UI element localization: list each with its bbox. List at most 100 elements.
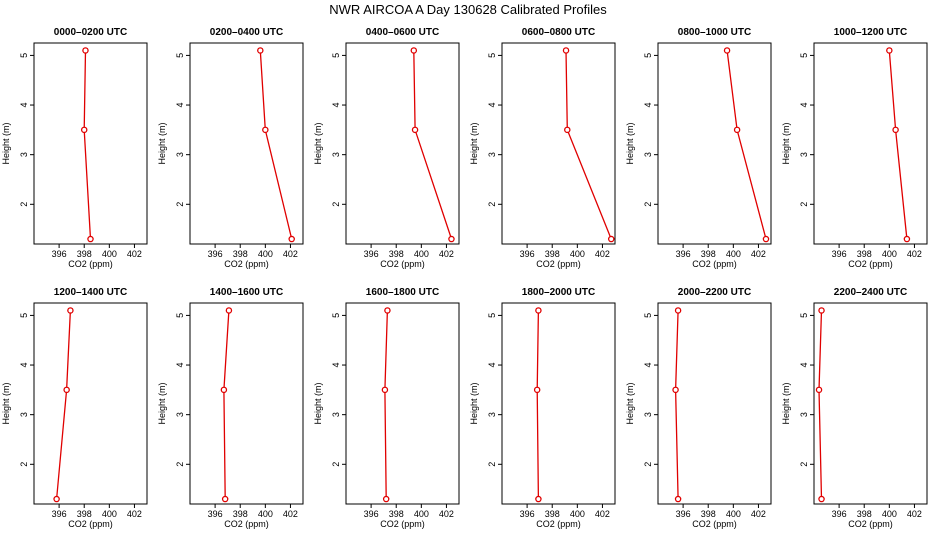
- x-tick-label: 402: [595, 509, 610, 519]
- y-tick-label: 5: [175, 313, 185, 318]
- data-point: [80, 126, 88, 134]
- y-tick-label: 5: [19, 53, 29, 58]
- y-tick-label: 3: [487, 152, 497, 157]
- series-line: [413, 50, 453, 240]
- figure-title: NWR AIRCOA A Day 130628 Calibrated Profi…: [329, 2, 607, 17]
- y-axis-label: Height (m): [1, 382, 11, 424]
- x-axis-label: CO2 (ppm): [536, 519, 581, 529]
- x-tick-label: 402: [127, 509, 142, 519]
- plot-frame: [813, 42, 928, 245]
- data-point: [733, 126, 741, 134]
- plot-frame: [33, 302, 148, 505]
- panel-title: 0200–0400 UTC: [210, 27, 283, 38]
- panel-1: 0000–0200 UTC 396 398 400 402 2 3 4 5 CO2 (ppm) He…: [1, 27, 148, 269]
- data-point: [288, 235, 295, 243]
- panel-title: 1200–1400 UTC: [54, 287, 127, 298]
- y-tick-label: 4: [19, 103, 29, 108]
- x-tick-label: 396: [208, 249, 223, 259]
- y-axis-label: Height (m): [469, 122, 479, 164]
- series-line: [726, 50, 767, 240]
- x-tick-label: 398: [857, 509, 872, 519]
- plot-frame: [501, 302, 616, 505]
- panel-title: 2000–2200 UTC: [678, 287, 751, 298]
- x-tick-label: 400: [726, 249, 741, 259]
- x-tick-label: 398: [389, 249, 404, 259]
- y-tick-label: 4: [175, 363, 185, 368]
- data-point: [607, 235, 615, 243]
- series-line: [565, 50, 612, 240]
- y-tick-label: 4: [643, 363, 653, 368]
- data-point: [67, 307, 74, 314]
- y-axis-label: Height (m): [469, 382, 479, 424]
- panel-9: 1600–1800 UTC 396 398 400 402 2 3 4 5 CO2 (ppm) He…: [313, 287, 460, 529]
- series-line: [384, 310, 389, 500]
- x-axis-label: CO2 (ppm): [692, 259, 737, 269]
- y-tick-label: 4: [19, 363, 29, 368]
- series-line: [55, 310, 72, 500]
- x-tick-label: 400: [102, 509, 117, 519]
- data-point: [535, 307, 542, 314]
- y-tick-label: 2: [175, 462, 185, 467]
- x-tick-label: 400: [570, 509, 585, 519]
- x-tick-label: 398: [77, 249, 92, 259]
- data-point: [384, 307, 391, 314]
- y-tick-label: 3: [19, 412, 29, 417]
- x-axis-label: CO2 (ppm): [68, 259, 113, 269]
- y-tick-label: 5: [331, 53, 341, 58]
- y-tick-label: 2: [643, 462, 653, 467]
- y-tick-label: 4: [175, 103, 185, 108]
- x-tick-label: 396: [52, 509, 67, 519]
- y-tick-label: 2: [643, 202, 653, 207]
- x-tick-label: 400: [882, 249, 897, 259]
- panel-title: 0600–0800 UTC: [522, 27, 595, 38]
- y-tick-label: 3: [175, 412, 185, 417]
- x-axis-label: CO2 (ppm): [224, 259, 269, 269]
- panel-7: 1200–1400 UTC 396 398 400 402 2 3 4 5 CO2 (ppm) He…: [1, 287, 148, 529]
- data-point: [815, 386, 823, 394]
- x-tick-label: 396: [364, 249, 379, 259]
- y-tick-label: 3: [799, 152, 809, 157]
- x-tick-label: 400: [570, 249, 585, 259]
- plot-frame: [345, 42, 460, 245]
- y-tick-label: 3: [175, 152, 185, 157]
- x-tick-label: 396: [676, 249, 691, 259]
- x-tick-label: 396: [832, 509, 847, 519]
- x-tick-label: 400: [414, 249, 429, 259]
- plot-frame: [189, 42, 304, 245]
- y-tick-label: 3: [331, 412, 341, 417]
- panel-title: 1600–1800 UTC: [366, 287, 439, 298]
- data-point: [82, 47, 89, 54]
- y-tick-label: 4: [799, 363, 809, 368]
- y-tick-label: 2: [487, 202, 497, 207]
- x-tick-label: 398: [389, 509, 404, 519]
- x-tick-label: 398: [545, 509, 560, 519]
- x-axis-label: CO2 (ppm): [692, 519, 737, 529]
- data-point: [818, 495, 825, 503]
- x-axis-label: CO2 (ppm): [380, 259, 425, 269]
- x-tick-label: 400: [258, 509, 273, 519]
- y-axis-label: Height (m): [625, 122, 635, 164]
- panel-3: 0400–0600 UTC 396 398 400 402 2 3 4 5 CO2 (ppm) He…: [313, 27, 460, 269]
- panel-4: 0600–0800 UTC 396 398 400 402 2 3 4 5 CO2 (ppm) He…: [469, 27, 616, 269]
- data-point: [886, 47, 893, 54]
- x-tick-label: 402: [751, 249, 766, 259]
- series-line: [83, 50, 92, 240]
- y-tick-label: 3: [19, 152, 29, 157]
- x-tick-label: 396: [520, 509, 535, 519]
- panel-12: 2200–2400 UTC 396 398 400 402 2 3 4 5 CO2 (ppm) He…: [781, 287, 928, 529]
- plot-frame: [813, 302, 928, 505]
- x-tick-label: 398: [701, 509, 716, 519]
- x-tick-label: 402: [907, 249, 922, 259]
- plot-frame: [189, 302, 304, 505]
- plot-frame: [657, 302, 772, 505]
- y-tick-label: 2: [799, 202, 809, 207]
- data-point: [903, 235, 911, 243]
- x-tick-label: 398: [77, 509, 92, 519]
- series-line: [674, 310, 679, 500]
- y-axis-label: Height (m): [157, 122, 167, 164]
- y-tick-label: 5: [643, 53, 653, 58]
- x-tick-label: 402: [283, 249, 298, 259]
- panel-title: 1000–1200 UTC: [834, 27, 907, 38]
- series-line: [536, 310, 540, 500]
- y-tick-label: 4: [331, 103, 341, 108]
